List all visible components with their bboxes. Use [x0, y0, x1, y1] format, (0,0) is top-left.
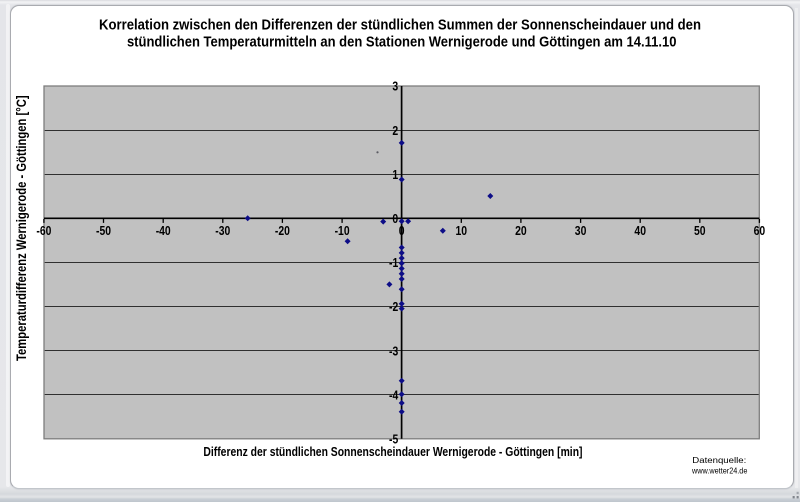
svg-text:-4: -4 — [389, 387, 399, 402]
svg-text:-3: -3 — [389, 343, 398, 358]
svg-text:www.wetter24.de: www.wetter24.de — [691, 467, 748, 476]
svg-text:50: 50 — [694, 223, 706, 238]
svg-text:60: 60 — [754, 223, 766, 238]
svg-text:0: 0 — [399, 223, 405, 238]
svg-text:1: 1 — [392, 167, 398, 182]
svg-text:-10: -10 — [335, 223, 350, 238]
svg-text:-1: -1 — [389, 255, 398, 270]
svg-text:Datenquelle:: Datenquelle: — [692, 456, 746, 465]
svg-text:-60: -60 — [36, 223, 51, 238]
svg-text:20: 20 — [515, 223, 527, 238]
svg-text:40: 40 — [634, 223, 646, 238]
svg-text:stündlichen Temperaturmitteln: stündlichen Temperaturmitteln an den Sta… — [127, 34, 677, 51]
svg-text:Temperaturdifferenz Wernigerod: Temperaturdifferenz Wernigerode - Göttin… — [14, 95, 29, 361]
svg-text:-2: -2 — [389, 299, 398, 314]
svg-text:-20: -20 — [275, 223, 290, 238]
svg-text:10: 10 — [456, 223, 468, 238]
svg-text:Differenz der stündlichen Sonn: Differenz der stündlichen Sonnenscheinda… — [203, 444, 582, 459]
svg-text:3: 3 — [392, 79, 398, 94]
svg-text:-5: -5 — [389, 432, 398, 447]
svg-text:Korrelation zwischen den Diffe: Korrelation zwischen den Differenzen der… — [99, 17, 701, 34]
svg-text:0: 0 — [392, 211, 398, 226]
svg-text:-30: -30 — [215, 223, 230, 238]
svg-text:-50: -50 — [96, 223, 111, 238]
svg-text:30: 30 — [575, 223, 587, 238]
svg-text:2: 2 — [392, 123, 398, 138]
svg-text:-40: -40 — [156, 223, 171, 238]
